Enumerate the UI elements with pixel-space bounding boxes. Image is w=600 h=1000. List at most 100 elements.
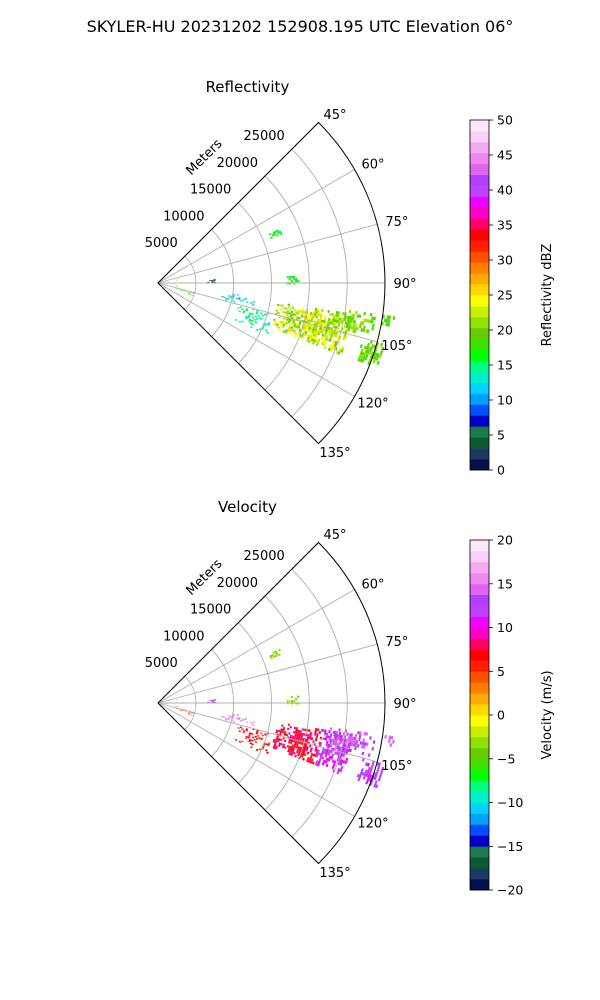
echo-cell — [296, 731, 300, 735]
echo-cell — [247, 315, 251, 318]
echo-cell — [347, 325, 351, 329]
echo-cell — [267, 743, 270, 747]
echo-cell — [211, 280, 214, 281]
echo-cell — [211, 281, 214, 283]
echo-cell — [301, 334, 304, 338]
echo-cell — [351, 316, 355, 320]
echo-cell — [337, 323, 341, 327]
echo-cell — [279, 738, 283, 742]
echo-cell — [366, 319, 370, 323]
echo-cell — [327, 752, 331, 756]
echo-cell — [334, 340, 338, 345]
echo-cell — [314, 334, 318, 338]
echo-cell — [314, 339, 318, 343]
echo-cell — [291, 749, 295, 752]
echo-cell — [374, 780, 378, 785]
echo-cell — [293, 751, 296, 755]
colorbar-segment — [470, 791, 489, 803]
grid-arc — [291, 148, 348, 418]
echo-cell — [237, 727, 240, 729]
echo-cell — [275, 311, 278, 314]
echo-cell — [328, 755, 332, 759]
echo-cell — [345, 738, 348, 742]
echo-cell — [354, 743, 358, 748]
colorbar-segment — [470, 262, 489, 274]
echo-cell — [258, 328, 262, 331]
echo-cell — [378, 773, 382, 778]
echo-cell — [355, 310, 358, 315]
echo-cell — [238, 320, 242, 323]
echo-cell — [288, 745, 292, 749]
colorbar-tick-label: 25 — [497, 288, 513, 303]
echo-cell — [316, 763, 320, 767]
grid-arc — [184, 675, 197, 731]
echo-cell — [301, 728, 305, 731]
echo-cell — [367, 346, 371, 351]
echo-cell — [273, 742, 277, 746]
echo-cell — [353, 320, 357, 324]
colorbar-label: Reflectivity dBZ — [540, 244, 555, 347]
echo-cell — [319, 319, 322, 323]
echo-cell — [340, 317, 344, 321]
colorbar-segment — [470, 747, 489, 760]
colorbar-segment — [470, 736, 489, 749]
angle-tick-label: 60° — [361, 578, 384, 593]
echo-cell — [251, 723, 255, 726]
echo-cell — [288, 700, 291, 703]
echo-cell — [229, 296, 233, 299]
echo-cell — [306, 736, 310, 740]
colorbar-segment — [470, 174, 489, 187]
echo-cell — [290, 310, 294, 314]
echo-cell — [289, 308, 292, 311]
echo-cell — [352, 743, 356, 747]
angle-tick-label: 75° — [385, 635, 408, 650]
grid-arc — [184, 255, 197, 311]
radar-echoes — [159, 648, 395, 789]
echo-cell — [225, 717, 228, 720]
echo-cell — [310, 325, 314, 328]
echo-cell — [173, 284, 176, 286]
echo-cell — [345, 328, 348, 332]
echo-cell — [282, 317, 285, 320]
echo-cell — [281, 724, 284, 727]
echo-cell — [325, 763, 329, 768]
echo-cell — [326, 740, 329, 744]
echo-cell — [176, 708, 179, 710]
echo-cell — [328, 749, 331, 753]
echo-cell — [345, 757, 349, 762]
echo-cell — [323, 320, 326, 324]
echo-cell — [338, 320, 341, 324]
echo-cell — [361, 741, 365, 746]
echo-cell — [179, 290, 182, 292]
echo-cell — [289, 748, 293, 752]
echo-cell — [354, 323, 358, 328]
echo-cell — [312, 320, 315, 324]
echo-cell — [354, 733, 358, 738]
echo-cell — [331, 330, 334, 334]
echo-cell — [323, 328, 326, 332]
echo-cell — [372, 359, 376, 364]
colorbar-segment — [470, 130, 489, 143]
echo-cell — [338, 734, 341, 738]
echo-cell — [367, 774, 371, 778]
echo-cell — [213, 699, 216, 700]
colorbar-tick-label: 10 — [497, 393, 513, 408]
echo-cell — [318, 313, 321, 317]
echo-cell — [358, 314, 362, 318]
echo-cell — [369, 736, 372, 740]
colorbar-segment — [470, 218, 489, 230]
echo-cell — [376, 769, 380, 774]
echo-cell — [316, 313, 319, 317]
echo-cell — [350, 325, 353, 330]
echo-cell — [300, 735, 303, 738]
echo-cell — [336, 745, 340, 750]
echo-cell — [308, 324, 312, 328]
echo-cell — [366, 350, 370, 354]
echo-cell — [291, 306, 294, 309]
echo-cell — [361, 351, 365, 356]
echo-cell — [319, 327, 322, 331]
echo-cell — [388, 739, 391, 744]
colorbar-segment — [470, 879, 489, 891]
echo-cell — [292, 278, 296, 281]
